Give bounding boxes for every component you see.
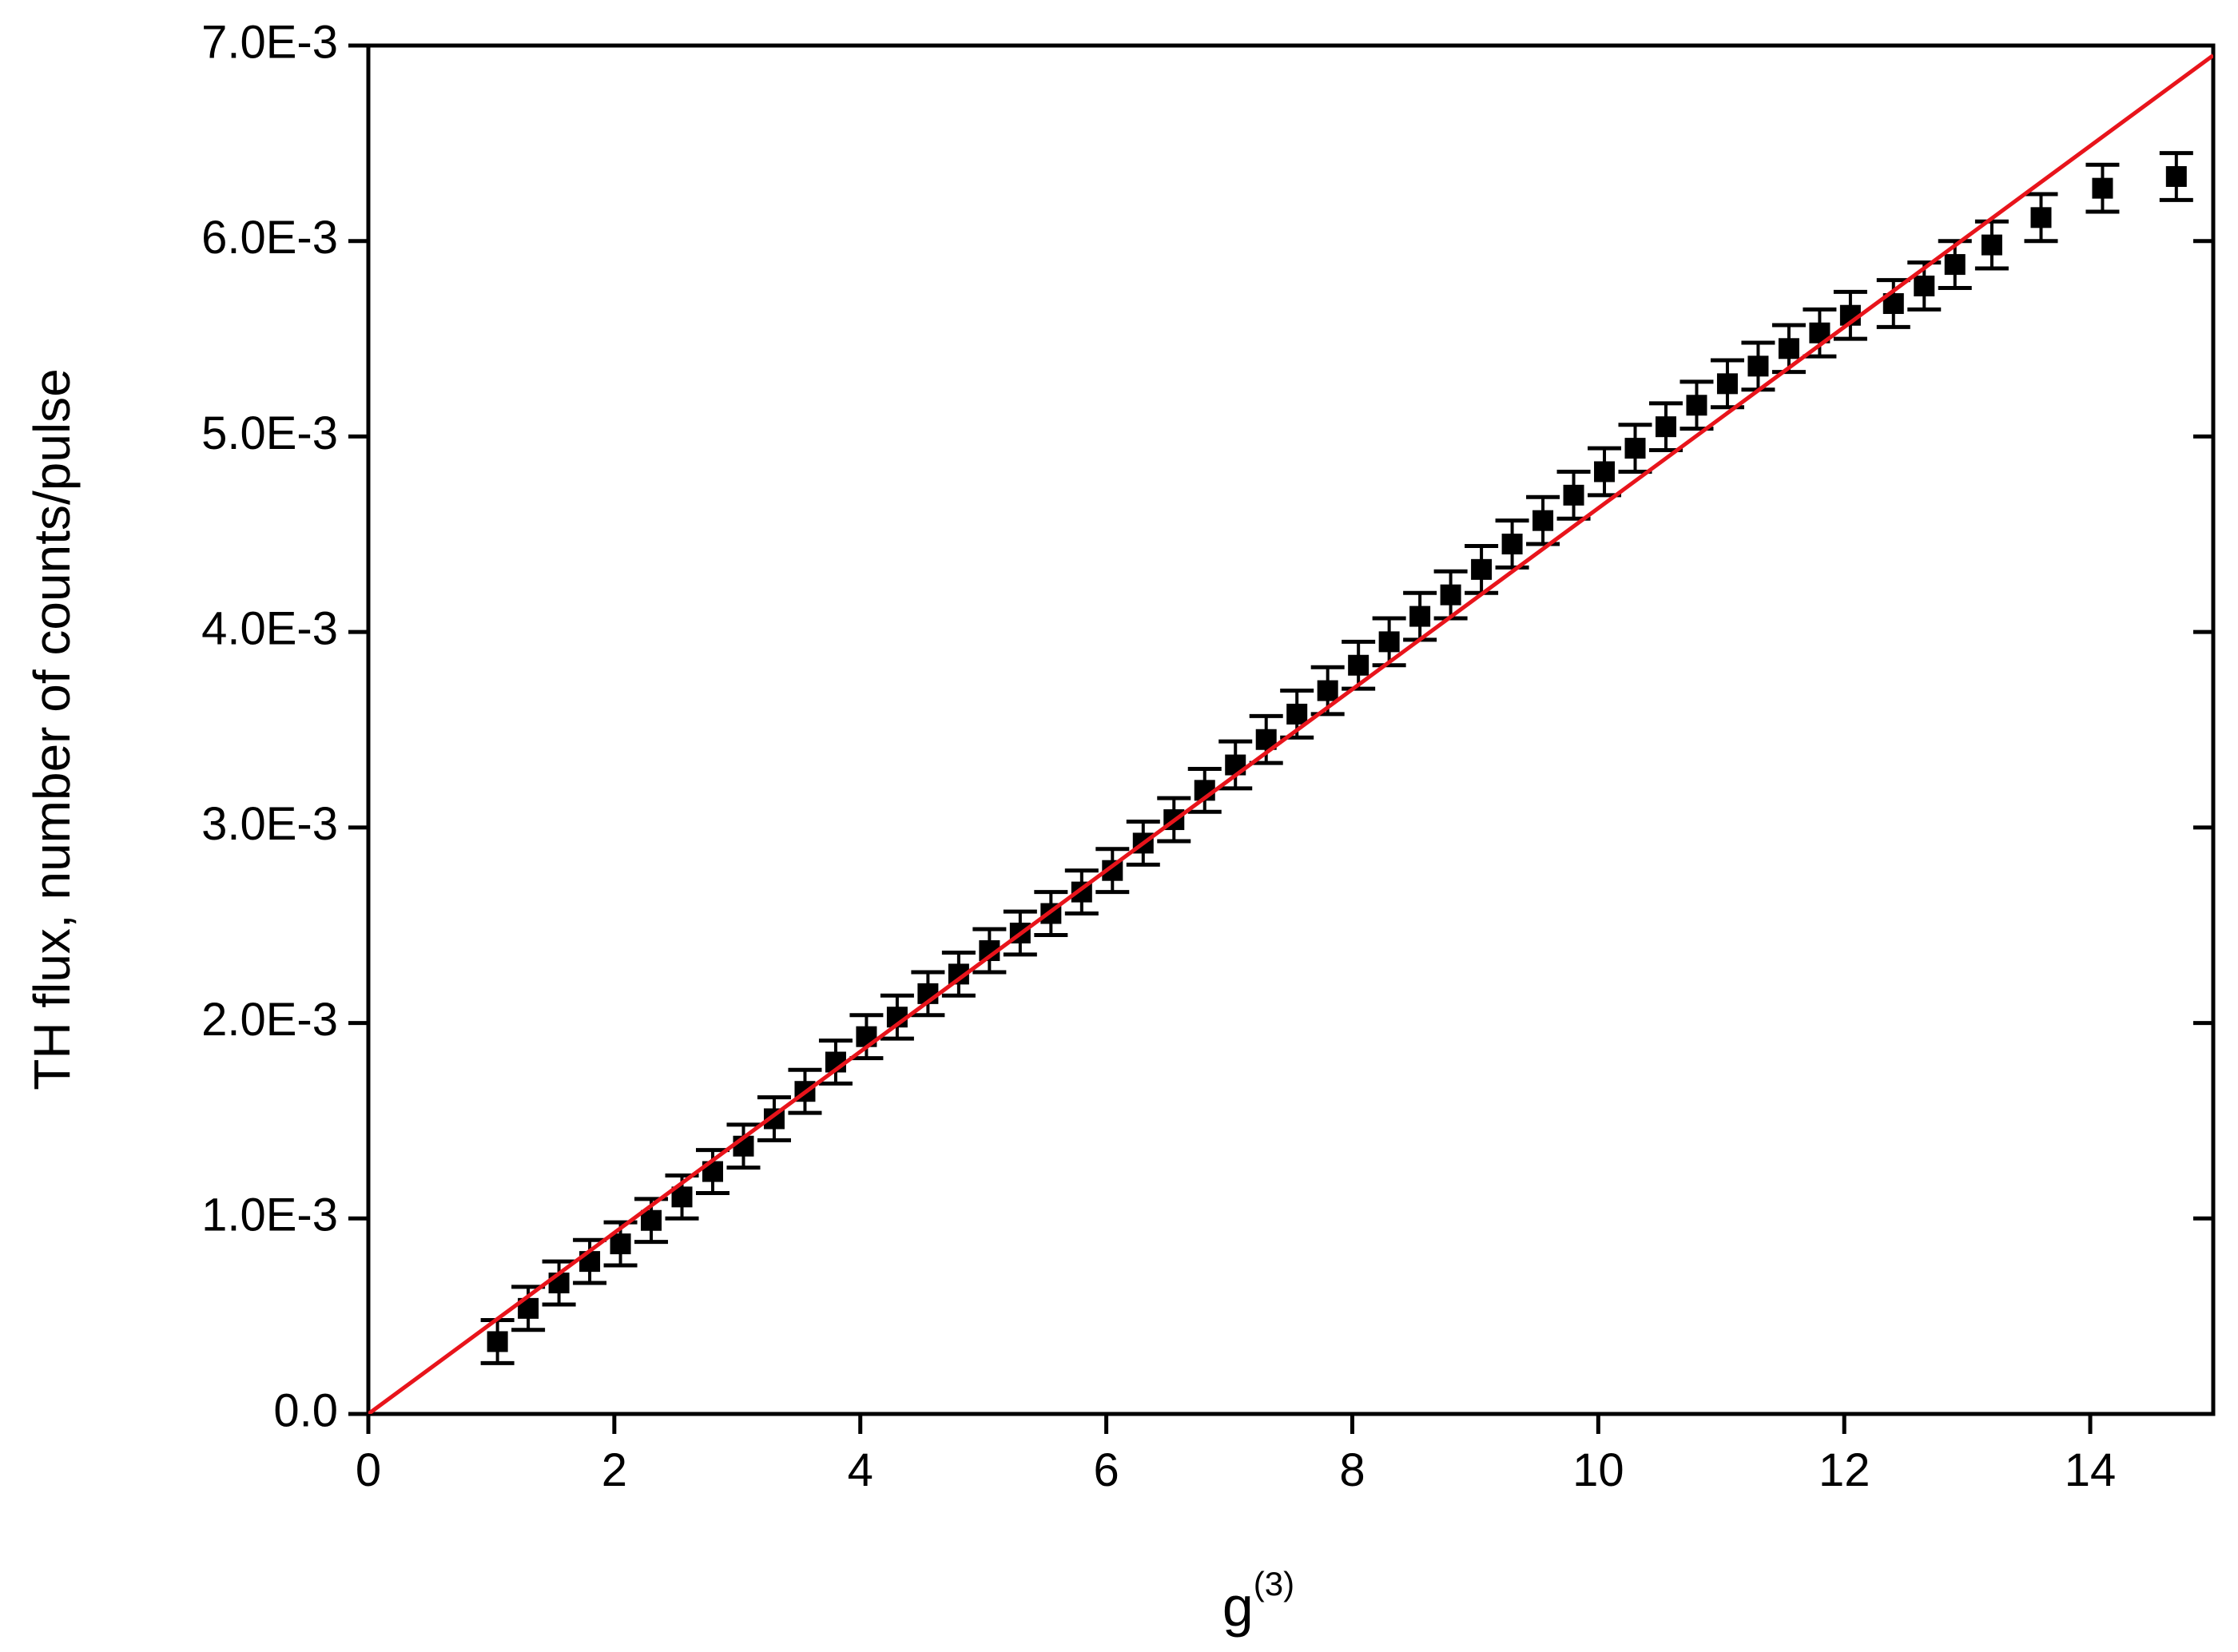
- x-tick-label: 2: [602, 1444, 627, 1496]
- x-tick-label: 14: [2065, 1444, 2117, 1496]
- y-tick-label: 6.0E-3: [201, 212, 338, 264]
- data-point: [1944, 254, 1966, 276]
- y-tick-label: 5.0E-3: [201, 407, 338, 459]
- fit-line: [368, 54, 2213, 1414]
- y-tick-label: 3.0E-3: [201, 798, 338, 850]
- data-point: [2165, 165, 2187, 187]
- x-tick-label: 8: [1339, 1444, 1365, 1496]
- data-point: [1286, 703, 1308, 725]
- x-tick-label: 10: [1572, 1444, 1624, 1496]
- data-point: [1716, 373, 1738, 395]
- data-point: [1778, 338, 1799, 359]
- y-tick-label: 0.0: [273, 1384, 338, 1436]
- data-point: [1686, 395, 1707, 416]
- y-axis-label: TH flux, number of counts/pulse: [23, 368, 81, 1090]
- plot-frame: [366, 43, 2216, 1416]
- data-point: [1563, 484, 1584, 506]
- data-point: [641, 1209, 662, 1231]
- plot-area: [368, 54, 2213, 1414]
- y-tick-label: 2.0E-3: [201, 994, 338, 1046]
- x-tick-label: 6: [1093, 1444, 1119, 1496]
- data-point: [487, 1331, 508, 1352]
- x-tick-label: 12: [1819, 1444, 1870, 1496]
- data-point: [1655, 416, 1676, 438]
- x-axis-label: g(3): [1222, 1565, 1294, 1638]
- data-point: [1981, 234, 2002, 256]
- data-point: [1747, 355, 1769, 377]
- y-tick-label: 7.0E-3: [201, 16, 338, 68]
- x-axis-label-base: g: [1222, 1575, 1254, 1638]
- data-point: [1378, 631, 1400, 653]
- data-point: [1914, 275, 1935, 296]
- data-point: [1624, 438, 1646, 459]
- data-point: [1409, 606, 1431, 627]
- data-point: [1440, 584, 1461, 606]
- data-point: [610, 1233, 631, 1255]
- data-point: [2092, 177, 2113, 199]
- data-point: [1532, 510, 1554, 531]
- data-point: [548, 1273, 570, 1294]
- x-axis-label-superscript: (3): [1254, 1565, 1294, 1602]
- data-point: [1471, 558, 1493, 580]
- data-point: [1317, 680, 1338, 701]
- data-point: [1594, 461, 1616, 482]
- data-point: [2030, 207, 2052, 228]
- x-tick-label: 0: [356, 1444, 381, 1496]
- y-tick-label: 1.0E-3: [201, 1189, 338, 1241]
- x-tick-label: 4: [848, 1444, 873, 1496]
- data-point: [1501, 534, 1523, 555]
- y-tick-label: 4.0E-3: [201, 602, 338, 654]
- data-point: [1348, 654, 1369, 676]
